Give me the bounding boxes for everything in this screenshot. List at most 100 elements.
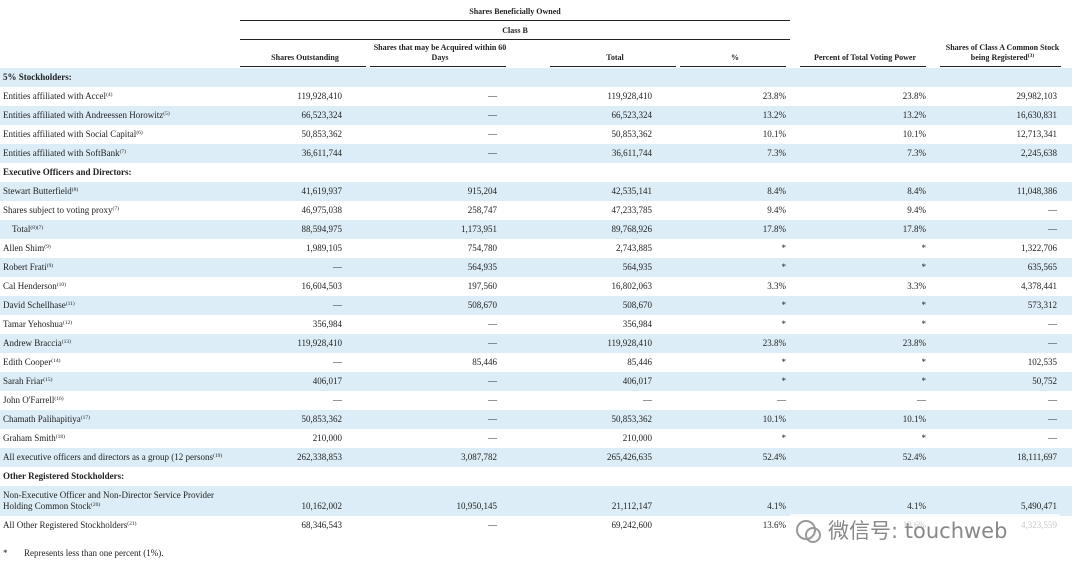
cell: 119,928,410 xyxy=(607,91,652,101)
cell: * xyxy=(781,300,787,310)
row-name-text: Sarah Friar xyxy=(3,376,44,386)
cell: 4,378,441 xyxy=(1021,281,1057,291)
cell: 4.1% xyxy=(767,501,786,511)
row-name: All Other Registered Stockholders(21) xyxy=(0,520,241,531)
table-row: Non-Executive Officer and Non-Director S… xyxy=(0,486,1072,516)
cell: 1,989,105 xyxy=(306,243,342,253)
cell: — xyxy=(488,395,497,405)
cell: — xyxy=(488,91,497,101)
row-name: Edith Cooper(14) xyxy=(0,357,241,368)
row-name: Robert Frati(9) xyxy=(0,262,241,273)
row-name-text: Total xyxy=(12,224,31,234)
cell: 85,446 xyxy=(472,357,497,367)
cell: 10.1% xyxy=(762,414,786,424)
row-name-text: All Other Registered Stockholders xyxy=(3,520,128,530)
row-name: Shares subject to voting proxy(7) xyxy=(0,205,241,216)
table-row: Stewart Butterfield(8) 41,619,937 915,204 4… xyxy=(0,182,1072,201)
cell: 9.4% xyxy=(907,205,926,215)
cell: 11,048,386 xyxy=(1016,186,1057,196)
row-name: Graham Smith(18) xyxy=(0,433,241,444)
cell: 754,780 xyxy=(467,243,497,253)
cell: — xyxy=(488,433,497,443)
row-name: Total(8)(7) xyxy=(0,224,241,235)
cell: * xyxy=(781,243,787,253)
cell: 3,087,782 xyxy=(461,452,497,462)
cell: — xyxy=(488,414,497,424)
cell: 10.1% xyxy=(762,129,786,139)
cell: 102,535 xyxy=(1027,357,1057,367)
rule xyxy=(800,66,926,67)
row-note: (7) xyxy=(112,206,119,212)
row-name-text: Stewart Butterfield xyxy=(3,186,72,196)
cell: 23.8% xyxy=(762,338,786,348)
cell: 50,853,362 xyxy=(611,414,653,424)
table-row: 5% Stockholders: xyxy=(0,68,1072,87)
cell: 7.3% xyxy=(907,148,926,158)
column-header-label: Shares that may be Acquired within 60 Da… xyxy=(373,43,507,62)
cell: — xyxy=(1048,224,1057,234)
cell: 10.1% xyxy=(902,414,926,424)
cell: — xyxy=(488,110,497,120)
cell: 88,594,975 xyxy=(301,224,343,234)
cell: 13.2% xyxy=(902,110,926,120)
column-header: Shares Outstanding xyxy=(240,53,370,63)
cell: 210,000 xyxy=(622,433,652,443)
row-name: Sarah Friar(15) xyxy=(0,376,241,387)
row-note: (17) xyxy=(80,415,90,421)
cell: 36,611,744 xyxy=(301,148,342,158)
cell: — xyxy=(333,300,342,310)
table-row: Robert Frati(9) — 564,935 564,935 * * 635,565 xyxy=(0,258,1072,277)
cell: 69,242,600 xyxy=(611,520,653,530)
cell: 16,802,063 xyxy=(611,281,653,291)
cell: 16,630,831 xyxy=(1016,110,1058,120)
cell: 36,611,744 xyxy=(611,148,652,158)
rule xyxy=(370,66,506,67)
cell: * xyxy=(781,357,787,367)
row-name: Allen Shim(9) xyxy=(0,243,241,254)
row-name: Andrew Braccia(13) xyxy=(0,338,241,349)
cell: 13.6% xyxy=(762,520,786,530)
row-note: (4) xyxy=(106,92,113,98)
cell: — xyxy=(488,520,497,530)
row-note: (14) xyxy=(51,358,61,364)
row-name: Entities affiliated with Accel(4) xyxy=(0,91,241,102)
column-header: Shares that may be Acquired within 60 Da… xyxy=(370,43,510,63)
rule xyxy=(240,20,790,21)
table-row: Edith Cooper(14) — 85,446 85,446 * * 102,535 xyxy=(0,353,1072,372)
cell: 1,322,706 xyxy=(1021,243,1057,253)
table-row: David Schellhase(11) — 508,670 508,670 * * 573… xyxy=(0,296,1072,315)
row-name: All executive officers and directors as … xyxy=(0,452,241,463)
row-name-text: Tamar Yehoshua xyxy=(3,319,63,329)
cell: 3.3% xyxy=(767,281,786,291)
row-note: (16) xyxy=(54,396,64,402)
cell: * xyxy=(781,376,787,386)
cell: 16,604,503 xyxy=(301,281,343,291)
rule xyxy=(240,66,366,67)
row-note: (10) xyxy=(56,282,66,288)
row-name-text: Andrew Braccia xyxy=(3,338,62,348)
cell: 9.4% xyxy=(767,205,786,215)
column-header-label: Shares of Class A Common Stock being Reg… xyxy=(945,43,1060,62)
cell: 52.4% xyxy=(762,452,786,462)
table-row: John O'Farrell(16) — — — — — — xyxy=(0,391,1072,410)
row-note: (11) xyxy=(65,301,75,307)
cell: 3.3% xyxy=(907,281,926,291)
cell: 262,338,853 xyxy=(297,452,342,462)
cell: — xyxy=(488,129,497,139)
cell: 13.2% xyxy=(762,110,786,120)
table-row: Allen Shim(9) 1,989,105 754,780 2,743,885 * *… xyxy=(0,239,1072,258)
row-name: Non-Executive Officer and Non-Director S… xyxy=(0,490,241,512)
column-header-label: Shares Outstanding xyxy=(271,53,339,62)
watermark: 微信号: touchweb xyxy=(790,514,1060,548)
cell: — xyxy=(1048,395,1057,405)
row-name: Entities affiliated with Social Capital(… xyxy=(0,129,241,140)
section-label: 5% Stockholders: xyxy=(3,72,72,82)
cell: 1,173,951 xyxy=(461,224,497,234)
table: 5% Stockholders: Entities affiliated with… xyxy=(0,68,1072,535)
cell: 635,565 xyxy=(1027,262,1057,272)
table-row: Entities affiliated with SoftBank(7) 36,6… xyxy=(0,144,1072,163)
cell: 23.8% xyxy=(762,91,786,101)
cell: 508,670 xyxy=(622,300,652,310)
cell: 406,017 xyxy=(312,376,342,386)
cell: 356,984 xyxy=(312,319,342,329)
